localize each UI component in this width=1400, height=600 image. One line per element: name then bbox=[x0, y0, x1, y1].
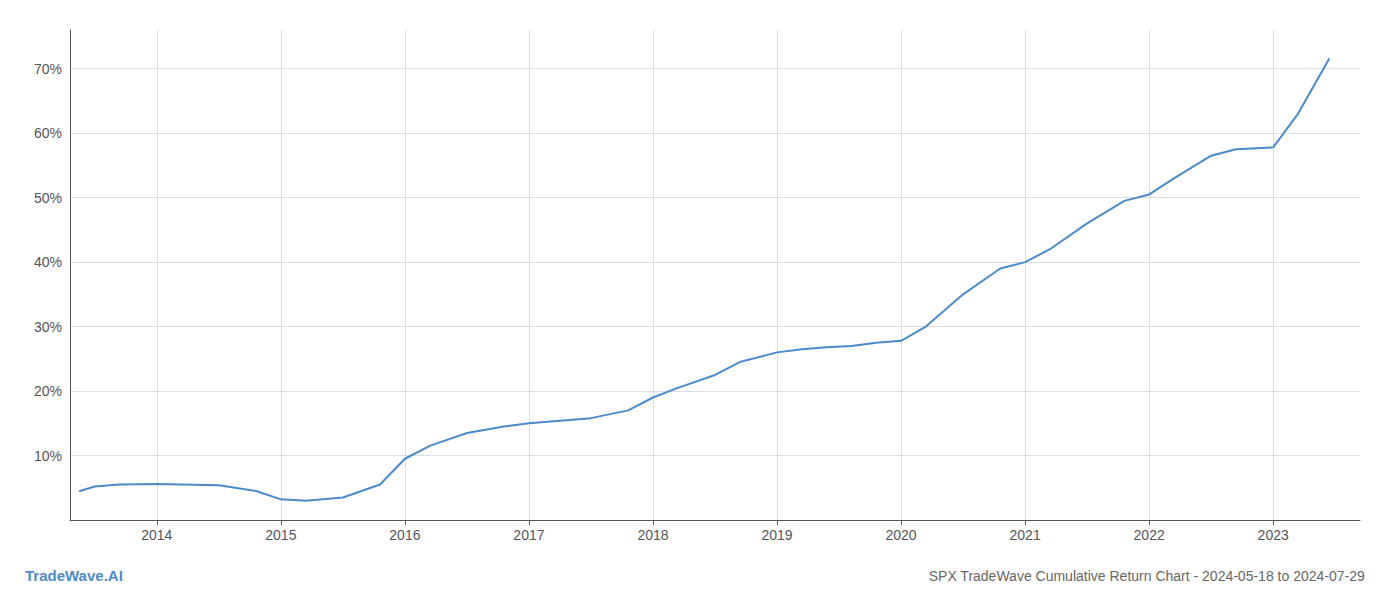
svg-text:20%: 20% bbox=[34, 383, 62, 399]
svg-text:2014: 2014 bbox=[141, 527, 172, 543]
svg-text:2021: 2021 bbox=[1010, 527, 1041, 543]
svg-text:10%: 10% bbox=[34, 448, 62, 464]
svg-text:2017: 2017 bbox=[513, 527, 544, 543]
svg-text:SPX TradeWave Cumulative Retur: SPX TradeWave Cumulative Return Chart - … bbox=[929, 568, 1365, 584]
svg-text:40%: 40% bbox=[34, 254, 62, 270]
svg-text:2022: 2022 bbox=[1134, 527, 1165, 543]
svg-text:2019: 2019 bbox=[761, 527, 792, 543]
svg-text:70%: 70% bbox=[34, 61, 62, 77]
svg-text:60%: 60% bbox=[34, 125, 62, 141]
svg-text:2018: 2018 bbox=[637, 527, 668, 543]
svg-text:TradeWave.AI: TradeWave.AI bbox=[25, 567, 123, 584]
svg-text:2020: 2020 bbox=[885, 527, 916, 543]
svg-text:2015: 2015 bbox=[265, 527, 296, 543]
svg-text:30%: 30% bbox=[34, 319, 62, 335]
svg-text:2016: 2016 bbox=[389, 527, 420, 543]
svg-text:50%: 50% bbox=[34, 190, 62, 206]
svg-text:2023: 2023 bbox=[1258, 527, 1289, 543]
